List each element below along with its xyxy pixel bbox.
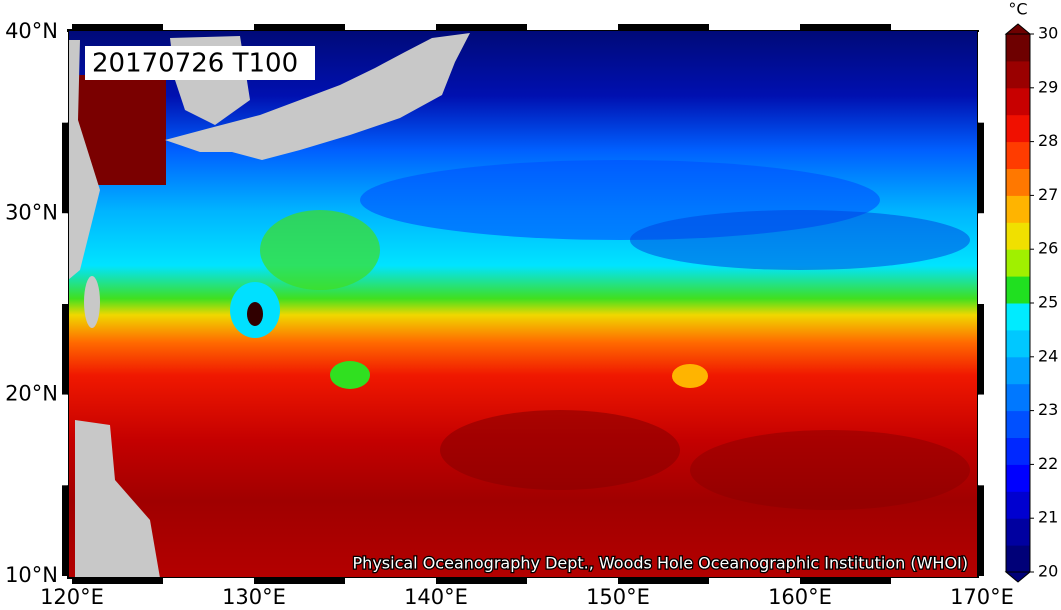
frame-segment [72,24,163,30]
frame-segment [163,578,254,584]
frame-segment [436,24,527,30]
colorbar: 20 21 22 23 24 25 26 27 28 29 30 °C [1004,0,1058,583]
colorbar-band [1006,34,1030,62]
frame-segment [800,578,891,584]
colorbar-tick-label: 28 [1038,131,1058,150]
colorbar-arrow [1004,571,1032,583]
colorbar-tick-label: 23 [1038,400,1058,419]
frame-segment [62,394,68,486]
colorbar-band [1006,437,1030,465]
lat-label: 40°N [5,19,58,43]
frame-segment [978,122,984,214]
frame-segment [345,24,436,30]
colorbar-band [1006,168,1030,196]
colorbar-band [1006,545,1030,573]
frame-segment [978,304,984,395]
frame-segment [618,578,709,584]
colorbar-tick-label: 26 [1038,239,1058,258]
frame-segment [163,24,254,30]
frame-segment [62,304,68,395]
frame-segment [345,578,436,584]
frame-segment [62,485,68,576]
colorbar-band [1006,141,1030,169]
colorbar-band [1006,249,1030,277]
title-box [85,46,315,80]
colorbar-unit: °C [1008,0,1027,19]
lat-label: 20°N [5,382,58,406]
frame-segment [800,24,891,30]
frame-segment [709,24,800,30]
lon-label: 120°E [40,585,104,609]
map-title: 20170726 T100 [92,49,298,79]
frame-ticks [62,24,984,584]
colorbar-band [1006,464,1030,492]
colorbar-tick-label: 25 [1038,293,1058,312]
colorbar-band [1006,60,1030,89]
frame-segment [254,578,345,584]
lon-label: 170°E [950,585,1014,609]
frame-segment [436,578,527,584]
colorbar-tick-label: 22 [1038,454,1058,473]
frame-segment [978,32,984,123]
credit: Physical Oceanography Dept., Woods Hole … [353,554,968,573]
lon-label: 130°E [222,585,286,609]
colorbar-band [1006,356,1030,385]
frame-segment [62,213,68,304]
frame-segment [891,578,982,584]
colorbar-arrow [1004,23,1032,35]
colorbar-band [1006,114,1030,143]
lat-label: 10°N [5,563,58,587]
map-field [68,30,978,578]
colorbar-band [1006,410,1030,438]
colorbar-band [1006,303,1030,331]
colorbar-band [1006,276,1030,304]
lat-label: 30°N [5,200,58,224]
colorbar-band [1006,222,1030,250]
colorbar-band [1006,383,1030,412]
colorbar-band [1006,195,1030,223]
colorbar-band [1006,491,1030,519]
frame-segment [709,578,800,584]
frame-segment [62,32,68,123]
lon-label: 160°E [768,585,832,609]
frame-segment [527,24,618,30]
frame-segment [62,122,68,214]
frame-segment [527,578,618,584]
lon-label: 150°E [586,585,650,609]
frame-segment [978,394,984,486]
colorbar-band [1006,518,1030,546]
colorbar-tick-label: 27 [1038,185,1058,204]
colorbar-tick-label: 21 [1038,508,1058,527]
frame-segment [254,24,345,30]
frame-segment [72,578,163,584]
frame-segment [891,24,982,30]
colorbar-tick-label: 30 [1038,24,1058,43]
colorbar-band [1006,329,1030,358]
lon-label: 140°E [404,585,468,609]
colorbar-tick-label: 29 [1038,77,1058,96]
colorbar-band [1006,87,1030,116]
colorbar-tick-label: 24 [1038,346,1058,365]
frame-segment [618,24,709,30]
frame-segment [978,213,984,304]
colorbar-tick-label: 20 [1038,562,1058,581]
frame-segment [978,485,984,576]
